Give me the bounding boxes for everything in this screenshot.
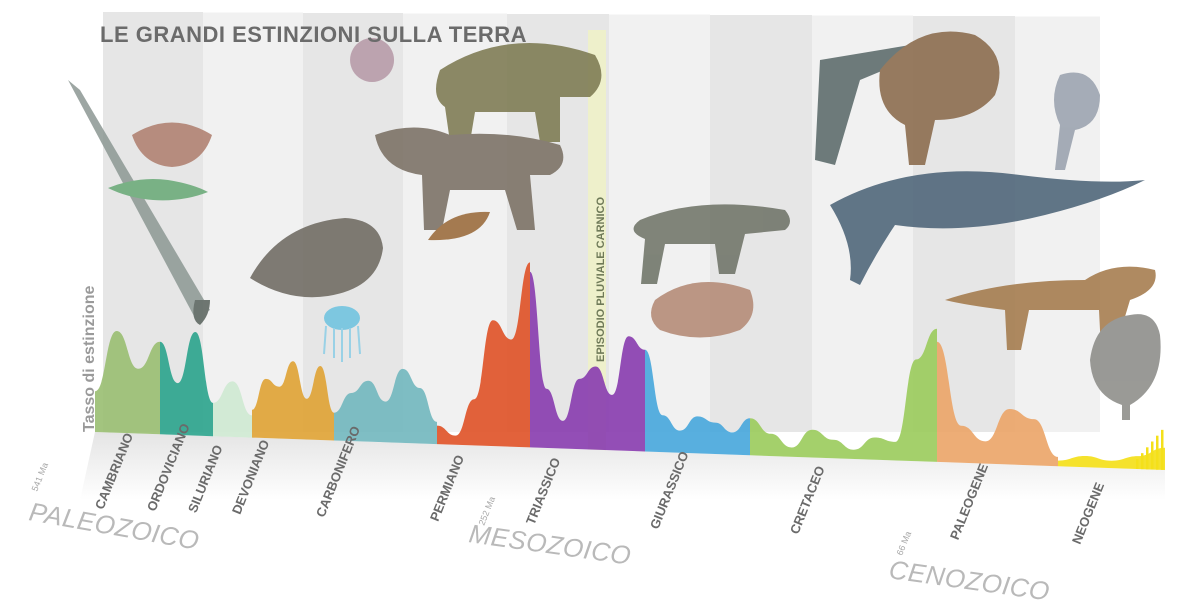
area-paleogene — [937, 341, 1058, 467]
area-permiano — [437, 262, 530, 448]
ammonoid-baculite-illustration — [1054, 72, 1100, 170]
era-label-paleozoic: PALEOZOICO — [27, 496, 202, 555]
area-cretaceo — [750, 328, 937, 462]
extinction-areas — [95, 262, 1165, 470]
mosasaur-illustration — [830, 171, 1145, 285]
era-start-label-cenozoic: 66 Ma — [895, 530, 914, 557]
neogene-bar — [1161, 429, 1164, 470]
era-label-mesozoic: MESOZOICO — [467, 518, 633, 570]
area-cambriano — [95, 331, 160, 435]
dodo-illustration — [1090, 314, 1161, 420]
dicynodont-illustration — [651, 282, 754, 338]
chart-title: LE GRANDI ESTINZIONI SULLA TERRA — [100, 22, 527, 47]
area-carbonifero — [334, 368, 437, 445]
scutosaurus-illustration — [436, 43, 602, 142]
area-ordoviciano — [160, 332, 213, 437]
area-devoniano — [252, 361, 334, 441]
trilobite-illustration — [428, 211, 490, 241]
neogene-bar — [1146, 447, 1149, 470]
neogene-bar — [1141, 453, 1144, 470]
dunkleosteus-illustration — [250, 218, 383, 298]
neogene-bar — [1156, 435, 1159, 470]
era-label-cenozoic: CENOZOICO — [887, 554, 1052, 600]
crocodilian-archosaur-illustration — [633, 204, 790, 284]
background-panel — [203, 12, 303, 432]
ammonite-illustration — [350, 38, 395, 82]
timeline-floor — [80, 432, 1165, 500]
brachiopod-shell-illustration — [132, 122, 212, 167]
y-axis-label: Tasso di estinzione — [81, 286, 98, 433]
carnian-episode-label: EPISODIO PLUVIALE CARNICO — [595, 197, 607, 362]
area-siluriano — [213, 381, 252, 438]
pterosaur-illustration — [815, 45, 920, 165]
neogene-bar — [1136, 458, 1139, 469]
fish-illustration — [108, 179, 208, 201]
area-neogene — [1058, 447, 1165, 470]
carnian-episode-band — [588, 30, 606, 470]
neogene-bar — [1151, 441, 1154, 470]
jellyfish-illustration — [323, 306, 361, 362]
gorgonopsid-illustration — [375, 127, 564, 230]
area-triassico — [530, 271, 645, 452]
area-giurassico — [645, 349, 750, 456]
orthoceras-illustration — [68, 80, 210, 325]
triceratops-illustration — [879, 31, 1000, 166]
era-start-label-paleozoic: 541 Ma — [30, 461, 51, 493]
fossil-illustrations — [68, 31, 1161, 420]
